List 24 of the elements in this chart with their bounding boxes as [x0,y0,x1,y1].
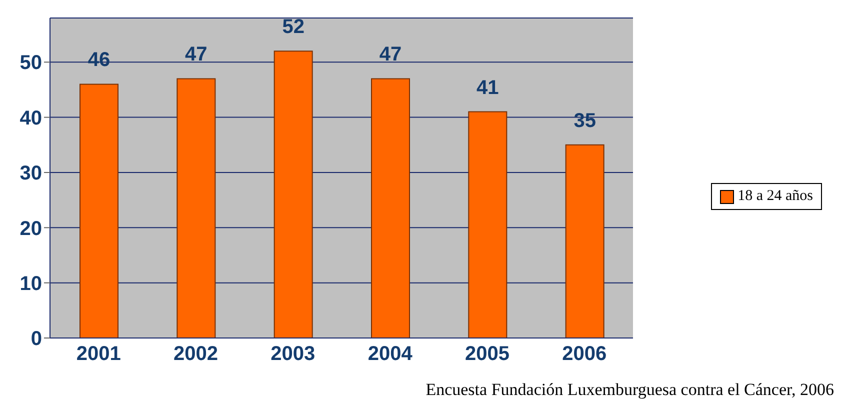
x-tick-label: 2003 [270,343,316,366]
data-label: 47 [379,44,402,66]
bar [274,50,313,338]
y-tick-label: 50 [20,52,42,74]
y-tick-label: 30 [20,162,42,185]
bar [468,111,508,338]
x-tick-label: 2002 [174,343,218,366]
data-label: 41 [476,76,499,99]
x-tick-label: 2001 [76,343,121,366]
bar [565,144,604,338]
y-tick-label: 20 [20,218,42,240]
data-label: 52 [282,16,304,38]
x-tick-label: 2005 [465,343,510,366]
x-tick-label: 2006 [562,343,607,366]
bar [371,78,410,338]
legend-label: 18 a 24 años [738,188,813,205]
x-tick-label: 2004 [368,343,414,366]
bar [80,84,118,338]
bar [176,78,216,338]
y-tick-label: 40 [20,107,42,130]
text: Encuesta Fundación Luxemburguesa contra el Cáncer, 2006 [426,380,834,400]
y-tick-label: 10 [20,272,42,295]
data-label: 47 [185,44,208,66]
y-tick-label: 0 [30,328,42,350]
